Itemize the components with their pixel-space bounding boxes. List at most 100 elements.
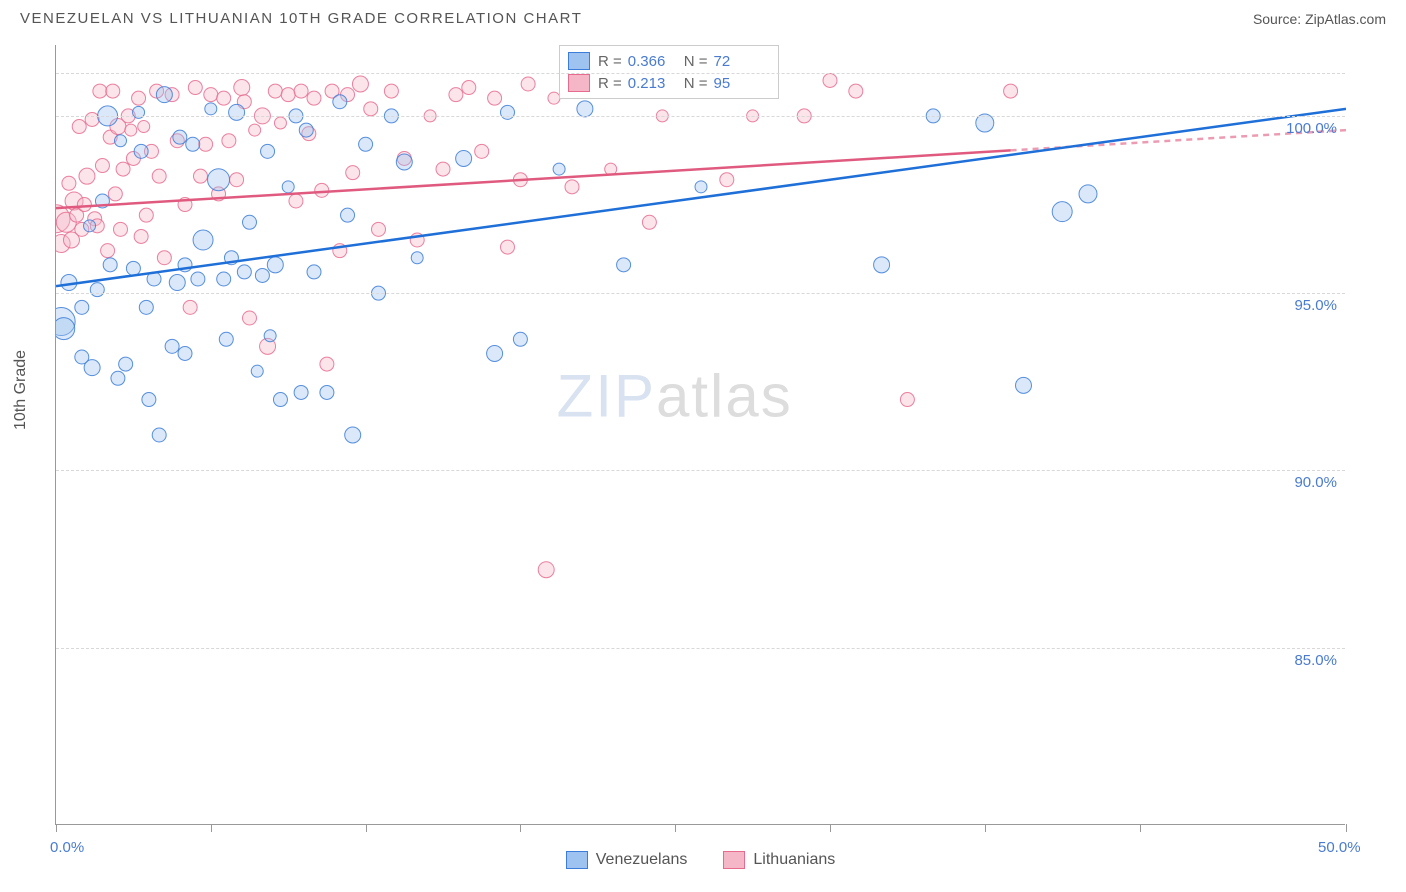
source-label: Source: ZipAtlas.com (1253, 11, 1386, 27)
y-tick-label: 90.0% (1294, 474, 1337, 491)
legend-row: R =0.213N =95 (568, 72, 770, 94)
gridline (56, 648, 1345, 649)
lithuanians-point (139, 208, 153, 222)
venezuelans-point (111, 371, 125, 385)
series-legend-label: Venezuelans (596, 851, 688, 869)
venezuelans-point (320, 385, 334, 399)
x-tick (1140, 824, 1141, 832)
x-tick (211, 824, 212, 832)
lithuanians-point (106, 84, 120, 98)
lithuanians-point (101, 244, 115, 258)
venezuelans-point (90, 283, 104, 297)
x-tick (56, 824, 57, 832)
plot-svg (56, 45, 1346, 825)
venezuelans-point (456, 150, 472, 166)
lithuanians-point (1004, 84, 1018, 98)
series-legend-item: Lithuanians (723, 851, 835, 869)
venezuelans-point (219, 332, 233, 346)
venezuelans-point (396, 154, 412, 170)
y-axis-label: 10th Grade (12, 350, 30, 430)
venezuelans-point (237, 265, 251, 279)
series-legend-label: Lithuanians (753, 851, 835, 869)
venezuelans-point (333, 95, 347, 109)
lithuanians-point (62, 176, 76, 190)
venezuelans-point (267, 257, 283, 273)
venezuelans-point (205, 103, 217, 115)
lithuanians-point (274, 117, 286, 129)
lithuanians-point (900, 393, 914, 407)
venezuelans-point (115, 135, 127, 147)
legend-n-value: 72 (714, 53, 764, 70)
venezuelans-point (695, 181, 707, 193)
venezuelans-point (139, 300, 153, 314)
x-tick-label: 0.0% (50, 839, 84, 856)
lithuanians-point (93, 84, 107, 98)
venezuelans-point (294, 385, 308, 399)
lithuanians-point (521, 77, 535, 91)
lithuanians-point (157, 251, 171, 265)
venezuelans-point (119, 357, 133, 371)
lithuanians-point (230, 173, 244, 187)
venezuelans-point (874, 257, 890, 273)
lithuanians-point (134, 229, 148, 243)
venezuelans-point (169, 275, 185, 291)
venezuelans-point (84, 360, 100, 376)
lithuanians-point (320, 357, 334, 371)
venezuelans-point (178, 346, 192, 360)
lithuanians-point (268, 84, 282, 98)
legend-swatch (568, 74, 590, 92)
lithuanians-point (77, 198, 91, 212)
legend-r-value: 0.366 (628, 53, 678, 70)
lithuanians-point (720, 173, 734, 187)
venezuelans-point (487, 345, 503, 361)
venezuelans-point (208, 169, 230, 191)
venezuelans-point (341, 208, 355, 222)
lithuanians-point (108, 187, 122, 201)
venezuelans-point (1052, 202, 1072, 222)
legend-n-value: 95 (714, 75, 764, 92)
lithuanians-point (188, 81, 202, 95)
venezuelans-point (156, 87, 172, 103)
lithuanians-point (183, 300, 197, 314)
lithuanians-point (384, 84, 398, 98)
venezuelans-point (411, 252, 423, 264)
venezuelans-point (255, 268, 269, 282)
lithuanians-point (538, 562, 554, 578)
venezuelans-point (307, 265, 321, 279)
lithuanians-point (346, 166, 360, 180)
venezuelans-point (75, 300, 89, 314)
lithuanians-point (116, 162, 130, 176)
legend-r-value: 0.213 (628, 75, 678, 92)
lithuanians-point (449, 88, 463, 102)
lithuanians-point (642, 215, 656, 229)
venezuelans-point (501, 105, 515, 119)
venezuelans-point (186, 137, 200, 151)
lithuanians-point (138, 121, 150, 133)
lithuanians-point (132, 91, 146, 105)
venezuelans-point (191, 272, 205, 286)
gridline (56, 73, 1345, 74)
venezuelans-point (217, 272, 231, 286)
lithuanians-point (114, 222, 128, 236)
lithuanians-point (85, 112, 99, 126)
lithuanians-point (79, 168, 95, 184)
lithuanians-point (462, 81, 476, 95)
venezuelans-point (152, 428, 166, 442)
chart-container: ZIPatlas R =0.366N =72R =0.213N =95 Vene… (55, 45, 1345, 825)
venezuelans-point (261, 144, 275, 158)
lithuanians-point (289, 194, 303, 208)
lithuanians-point (281, 88, 295, 102)
lithuanians-point (488, 91, 502, 105)
x-tick-label: 50.0% (1318, 839, 1361, 856)
lithuanians-point (249, 124, 261, 136)
venezuelans-point (142, 393, 156, 407)
legend-swatch (568, 52, 590, 70)
venezuelans-point (243, 215, 257, 229)
lithuanians-point (222, 134, 236, 148)
x-tick (830, 824, 831, 832)
lithuanians-point (125, 124, 137, 136)
chart-title: VENEZUELAN VS LITHUANIAN 10TH GRADE CORR… (20, 10, 582, 27)
venezuelans-point (84, 220, 96, 232)
venezuelans-point (513, 332, 527, 346)
x-tick (675, 824, 676, 832)
